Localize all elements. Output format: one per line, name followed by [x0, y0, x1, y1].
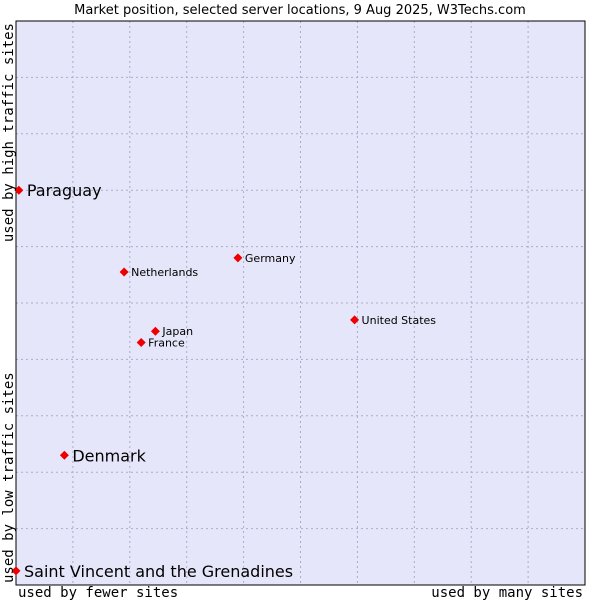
plot-border: [15, 20, 586, 586]
chart-title: Market position, selected server locatio…: [74, 3, 526, 18]
point-germany: [233, 253, 243, 263]
point-netherlands: [119, 267, 129, 277]
point-france: [136, 337, 146, 347]
point-paraguay: [14, 185, 24, 195]
point-label-germany: Germany: [245, 252, 296, 265]
point-saint-vincent-and-the-grenadines: [11, 566, 21, 576]
point-united-states: [350, 315, 360, 325]
grid-lines: [16, 21, 585, 585]
point-label-netherlands: Netherlands: [131, 266, 198, 279]
data-points: Paraguay Germany Netherlands United States J…: [11, 181, 437, 581]
point-label-france: France: [148, 336, 185, 349]
point-label-denmark: Denmark: [72, 446, 146, 465]
x-axis-label-left: used by fewer sites: [18, 585, 178, 600]
y-axis-label-bottom: used by low traffic sites: [1, 372, 17, 583]
point-label-united-states: United States: [362, 314, 437, 327]
x-axis-label-right: used by many sites: [431, 585, 583, 600]
point-denmark: [59, 450, 69, 460]
point-label-paraguay: Paraguay: [27, 181, 102, 200]
point-label-japan: Japan: [161, 325, 193, 338]
point-japan: [150, 326, 160, 336]
point-label-saint-vincent-and-the-grenadines: Saint Vincent and the Grenadines: [24, 562, 293, 581]
y-axis-label-top: used by high traffic sites: [1, 23, 17, 242]
